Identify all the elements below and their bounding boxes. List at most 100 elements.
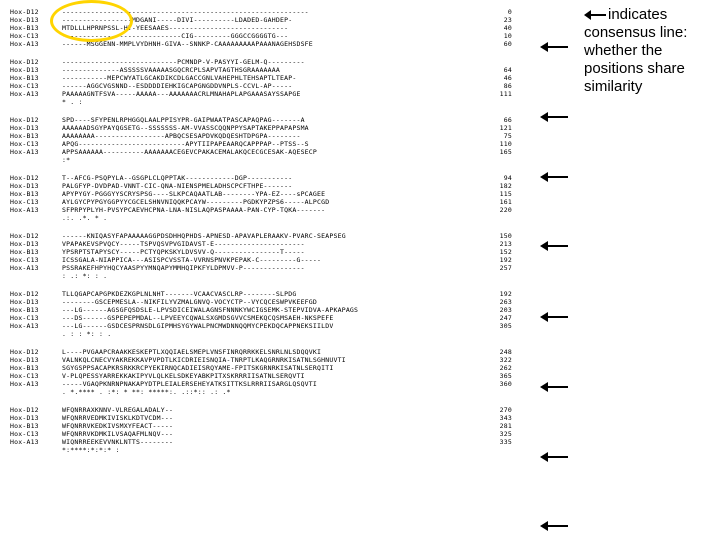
sequence-row: Hox-B13APYPYGY-PGGGYYSCRYSPSG----SLKPCAQ… — [10, 190, 570, 198]
sequence: -----------------MDGANI-----DIVI--------… — [62, 16, 482, 24]
sequence-position: 335 — [482, 438, 512, 446]
arrow-icon — [540, 521, 568, 531]
sequence-row: Hox-A13SFPRPYPLYH-PVSYPCAEVHCPNA-LNA-NIS… — [10, 206, 570, 214]
consensus-line: : .: *: : . — [62, 272, 570, 280]
alignment-block: Hox-D12WFQNRRAXKNNV-VLREGALADALY--270Hox… — [10, 406, 570, 454]
sequence-row: Hox-C13ICSSGALA-NIAPPICA---ASISPCVSSTA-V… — [10, 256, 570, 264]
sequence-row: Hox-D13-----------------MDGANI-----DIVI-… — [10, 16, 570, 24]
sequence: ----------------------------PCMNDP-V-PAS… — [62, 58, 482, 66]
sequence-position: 365 — [482, 372, 512, 380]
sequence-position: 0 — [482, 8, 512, 16]
sequence-position: 75 — [482, 132, 512, 140]
sequence-row: Hox-A13-----VGAQPKNRNPNAKAPYDTPLEIALERSE… — [10, 380, 570, 388]
sequence-row: Hox-D13VALNKQLCNECVYAKREKKAVPVPDTLKICDRI… — [10, 356, 570, 364]
sequence-label: Hox-C13 — [10, 256, 62, 264]
sequence-row: Hox-A13PSSRAKEFHPYHQCYAASPYYMNQAPYMMHQIP… — [10, 264, 570, 272]
sequence-label: Hox-D13 — [10, 240, 62, 248]
sequence-label: Hox-D12 — [10, 8, 62, 16]
sequence: WIQNRREEKEVVNKLNTTS-------- — [62, 438, 482, 446]
sequence-row: Hox-C13APQG--------------------------APY… — [10, 140, 570, 148]
sequence: ------MSGGENN-MMPLVYDHNH-GIVA--SNNKP-CAA… — [62, 40, 482, 48]
arrow-icon — [540, 452, 568, 462]
caption: indicates consensus line: whether the po… — [584, 6, 712, 96]
sequence-row: Hox-B13MTDLLLHPRNPSSL-HY-YEESAAES-------… — [10, 24, 570, 32]
sequence: WFQNRRVKEDKIVSMXYFEACT----- — [62, 422, 482, 430]
sequence: APYPYGY-PGGGYYSCRYSPSG----SLKPCAQAATLAB-… — [62, 190, 482, 198]
sequence-label: Hox-B13 — [10, 364, 62, 372]
sequence-label: Hox-C13 — [10, 140, 62, 148]
sequence-position: 86 — [482, 82, 512, 90]
alignment-block: Hox-D12----------------------------PCMND… — [10, 58, 570, 106]
sequence: ICSSGALA-NIAPPICA---ASISPCVSSTA-VVRNSPNV… — [62, 256, 482, 264]
sequence-label: Hox-A13 — [10, 264, 62, 272]
sequence-label: Hox-A13 — [10, 40, 62, 48]
sequence-row: Hox-D12SPD----SFYPENLRPHGGQLAALPPISYPR-G… — [10, 116, 570, 124]
sequence-position: 305 — [482, 322, 512, 330]
sequence-position: 111 — [482, 90, 512, 98]
sequence-label: Hox-D13 — [10, 298, 62, 306]
sequence-position: 182 — [482, 182, 512, 190]
sequence-row: Hox-D12T--AFCG-PSQPYLA--GSGPLCLQPPTAK---… — [10, 174, 570, 182]
sequence-row: Hox-D12TLLQGAPCAPGPKDEZKGPLNLNHT-------V… — [10, 290, 570, 298]
consensus-line: .:. .*. * . — [62, 214, 570, 222]
arrow-icon — [540, 241, 568, 251]
sequence-position: 40 — [482, 24, 512, 32]
sequence-label: Hox-D13 — [10, 124, 62, 132]
sequence: -----------------------------CIG--------… — [62, 32, 482, 40]
sequence-label: Hox-B13 — [10, 190, 62, 198]
sequence-position: 64 — [482, 66, 512, 74]
sequence: ------KNIQASYFAPAAAAAGGPDSDHHQPHDS-APNES… — [62, 232, 482, 240]
sequence-position: 46 — [482, 74, 512, 82]
sequence-row: Hox-D13VPAPAKEVSPVQCY-----TSPVQSVPVGIDAV… — [10, 240, 570, 248]
sequence-position: 110 — [482, 140, 512, 148]
sequence-row: Hox-B13AAAAAAAA-----------------APBQCSES… — [10, 132, 570, 140]
alignment-block: Hox-D12T--AFCG-PSQPYLA--GSGPLCLQPPTAK---… — [10, 174, 570, 222]
sequence-row: Hox-A13------MSGGENN-MMPLVYDHNH-GIVA--SN… — [10, 40, 570, 48]
sequence-row: Hox-C13AYLGYCPYPGYGGPYYCGCELSHNVNIQQKPCA… — [10, 198, 570, 206]
sequence-label: Hox-A13 — [10, 90, 62, 98]
arrow-icon — [540, 312, 568, 322]
sequence-label: Hox-D12 — [10, 348, 62, 356]
sequence-row: Hox-C13------AGGCVGSNND--ESDDDDIEHKIGCAP… — [10, 82, 570, 90]
sequence: T--AFCG-PSQPYLA--GSGPLCLQPPTAK----------… — [62, 174, 482, 182]
sequence-position: 281 — [482, 422, 512, 430]
sequence-label: Hox-B13 — [10, 74, 62, 82]
caption-text-1: indicates — [608, 6, 667, 23]
sequence-position: 213 — [482, 240, 512, 248]
sequence-row: Hox-D12L----PVGAAPCRAAKKESKEPTLXQQIAELSM… — [10, 348, 570, 356]
sequence: SGYGSPPSACAPKRSRKKRCPYEKIRNQCADIEISRQYAM… — [62, 364, 482, 372]
sequence: APQG--------------------------APYTIIPAPE… — [62, 140, 482, 148]
sequence-label: Hox-A13 — [10, 438, 62, 446]
sequence-row: Hox-C13-----------------------------CIG-… — [10, 32, 570, 40]
consensus-line: * . : — [62, 98, 570, 106]
sequence-row: Hox-B13SGYGSPPSACAPKRSRKKRCPYEKIRNQCADIE… — [10, 364, 570, 372]
sequence-row: Hox-C13---DS------GSPEPEPMDAL--LPVEEYCQW… — [10, 314, 570, 322]
sequence: PAAAAAGNTFSVA-----AAAAA---AAAAAAACRLMNAH… — [62, 90, 482, 98]
sequence: AAAAAADSGYPAYQGSETG--SSSSSSS-AM-VVASSCQQ… — [62, 124, 482, 132]
sequence-label: Hox-D12 — [10, 116, 62, 124]
sequence-row: Hox-D12----------------------------PCMND… — [10, 58, 570, 66]
alignment-block: Hox-D12---------------------------------… — [10, 8, 570, 48]
sequence: ----------------------------------------… — [62, 8, 482, 16]
sequence: ---DS------GSPEPEPMDAL--LPVEEYCQWALSXGMD… — [62, 314, 482, 322]
sequence-row: Hox-A13APPSAAAAAA----------AAAAAAACEGEVC… — [10, 148, 570, 156]
sequence-label: Hox-D12 — [10, 232, 62, 240]
sequence: MTDLLLHPRNPSSL-HY-YEESAAES--------------… — [62, 24, 482, 32]
arrow-icon — [584, 10, 606, 20]
sequence-label: Hox-C13 — [10, 372, 62, 380]
arrow-icon — [540, 382, 568, 392]
sequence-label: Hox-B13 — [10, 306, 62, 314]
sequence: PSSRAKEFHPYHQCYAASPYYMNQAPYMMHQIPKFYLDPM… — [62, 264, 482, 272]
sequence-label: Hox-D13 — [10, 414, 62, 422]
sequence-label: Hox-D12 — [10, 174, 62, 182]
sequence-position: 220 — [482, 206, 512, 214]
sequence: APPSAAAAAA----------AAAAAAACEGEVCPAKACEM… — [62, 148, 482, 156]
sequence-label: Hox-D12 — [10, 406, 62, 414]
sequence: ---LG------AGSGFQSDSLE-LPVSDICEIWALAGNSF… — [62, 306, 482, 314]
sequence-position — [482, 58, 512, 66]
sequence: WFQNRRVKDMKILVSAQAFMLNQV--- — [62, 430, 482, 438]
sequence: ---LG------GSDCESPRNSDLGIPMHSYGYWALPNCMW… — [62, 322, 482, 330]
sequence: YPSRPTSTAPYSCY-----PCTYQPKSKYLDVSVV-Q---… — [62, 248, 482, 256]
sequence-label: Hox-B13 — [10, 132, 62, 140]
sequence-row: Hox-B13-----------MEPCWYATLGCAKDIKCDLGAC… — [10, 74, 570, 82]
